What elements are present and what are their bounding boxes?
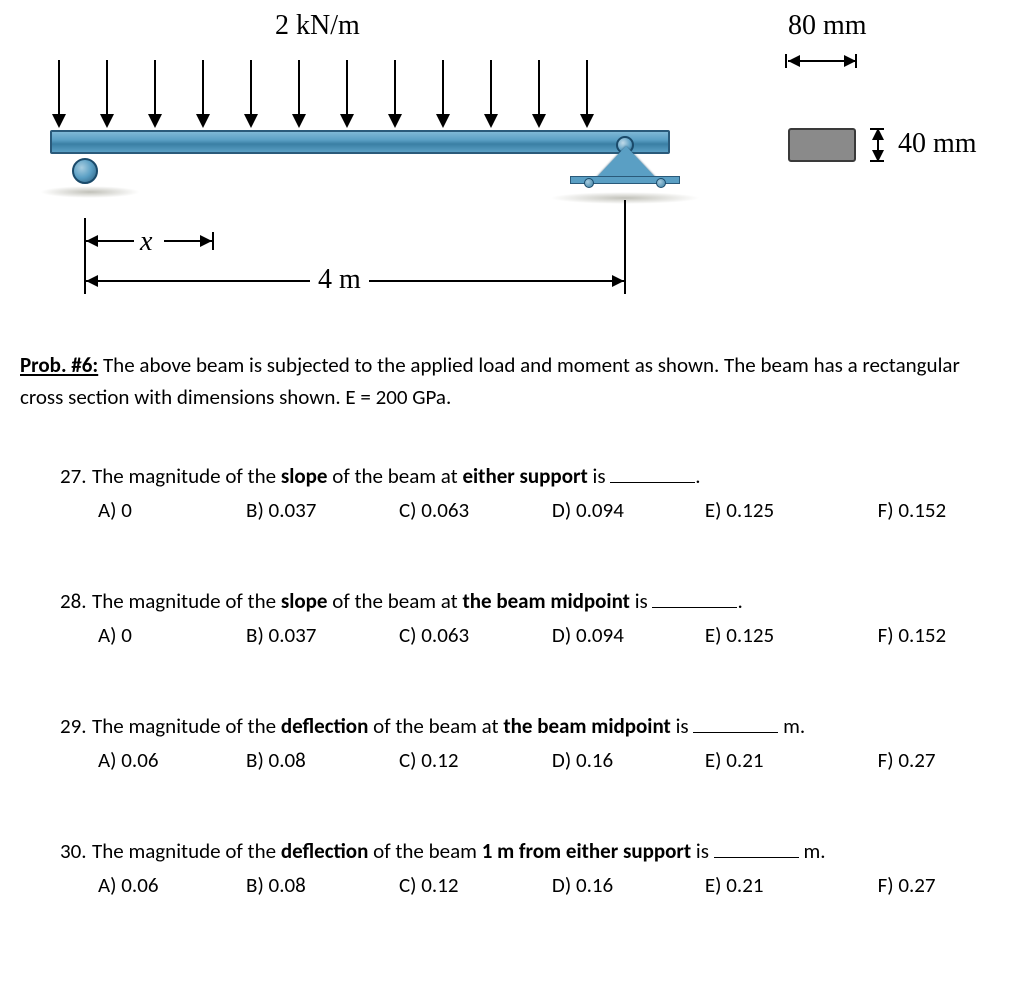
answer-blank (714, 857, 799, 858)
problem-label: Prob. #6: (20, 352, 98, 378)
options-row: A) 0.06B) 0.08C) 0.12D) 0.16E) 0.21F) 0.… (60, 872, 996, 898)
x-dim-line-left (86, 240, 134, 242)
option: C) 0.063 (399, 622, 552, 648)
options-row: A) 0B) 0.037C) 0.063D) 0.094E) 0.125F) 0… (60, 497, 996, 523)
load-arrow (442, 60, 444, 126)
question-text: 27.The magnitude of the slope of the bea… (60, 463, 996, 489)
cs-width-line-l (788, 60, 856, 62)
question: 28.The magnitude of the slope of the bea… (60, 588, 996, 648)
x-dim-line-right (164, 240, 212, 242)
distributed-load-label: 2 kN/m (275, 10, 360, 42)
option: F) 0.152 (878, 497, 996, 523)
height-dim-label: 40 mm (898, 128, 977, 160)
option: E) 0.21 (705, 872, 878, 898)
x-dim-tick-right (212, 232, 214, 250)
width-dim-label: 80 mm (788, 10, 867, 42)
option: E) 0.125 (705, 622, 878, 648)
option: B) 0.08 (246, 747, 399, 773)
question-text: 30.The magnitude of the deflection of th… (60, 838, 996, 864)
span-tick-right (624, 200, 626, 294)
cs-width-tick-left (785, 54, 787, 68)
problem-statement: Prob. #6: The above beam is subjected to… (20, 350, 996, 413)
load-arrow (58, 60, 60, 126)
x-label: x (140, 226, 152, 258)
question-text: 28.The magnitude of the slope of the bea… (60, 588, 996, 614)
option: A) 0 (98, 497, 246, 523)
option: C) 0.12 (399, 747, 552, 773)
answer-blank (610, 482, 695, 483)
span-label-bg: 4 m (310, 264, 369, 296)
load-arrow (202, 60, 204, 126)
load-arrow (154, 60, 156, 126)
option: E) 0.125 (705, 497, 878, 523)
question-text: 29.The magnitude of the deflection of th… (60, 713, 996, 739)
option: D) 0.16 (552, 747, 705, 773)
answer-blank (652, 607, 737, 608)
load-arrow (394, 60, 396, 126)
roller-support (72, 158, 98, 184)
question-number: 29. (60, 713, 92, 739)
load-arrow (490, 60, 492, 126)
option: C) 0.063 (399, 497, 552, 523)
questions-list: 27.The magnitude of the slope of the bea… (20, 463, 996, 898)
options-row: A) 0B) 0.037C) 0.063D) 0.094E) 0.125F) 0… (60, 622, 996, 648)
options-row: A) 0.06B) 0.08C) 0.12D) 0.16E) 0.21F) 0.… (60, 747, 996, 773)
option: F) 0.152 (878, 622, 996, 648)
option: E) 0.21 (705, 747, 878, 773)
option: D) 0.094 (552, 622, 705, 648)
answer-blank (693, 732, 778, 733)
option: C) 0.12 (399, 872, 552, 898)
option: F) 0.27 (878, 872, 996, 898)
question: 27.The magnitude of the slope of the bea… (60, 463, 996, 523)
load-arrow (106, 60, 108, 126)
span-label: 4 m (318, 264, 361, 295)
option: B) 0.037 (246, 622, 399, 648)
option: A) 0.06 (98, 747, 246, 773)
load-arrow (298, 60, 300, 126)
cs-height-line (877, 128, 879, 162)
option: F) 0.27 (878, 747, 996, 773)
load-arrow (250, 60, 252, 126)
option: B) 0.037 (246, 497, 399, 523)
load-arrow (586, 60, 588, 126)
option: A) 0.06 (98, 872, 246, 898)
question-number: 28. (60, 588, 92, 614)
option: A) 0 (98, 622, 246, 648)
load-arrow (346, 60, 348, 126)
question-number: 27. (60, 463, 92, 489)
beam-diagram: 2 kN/m 80 mm x 4 m 40 mm (20, 20, 1000, 320)
load-arrow (538, 60, 540, 126)
cross-section (788, 128, 856, 162)
problem-text: The above beam is subjected to the appli… (20, 352, 960, 410)
question: 30.The magnitude of the deflection of th… (60, 838, 996, 898)
option: D) 0.094 (552, 497, 705, 523)
question-number: 30. (60, 838, 92, 864)
option: D) 0.16 (552, 872, 705, 898)
ground-shadow-left (40, 186, 140, 198)
question: 29.The magnitude of the deflection of th… (60, 713, 996, 773)
option: B) 0.08 (246, 872, 399, 898)
beam (50, 130, 670, 154)
